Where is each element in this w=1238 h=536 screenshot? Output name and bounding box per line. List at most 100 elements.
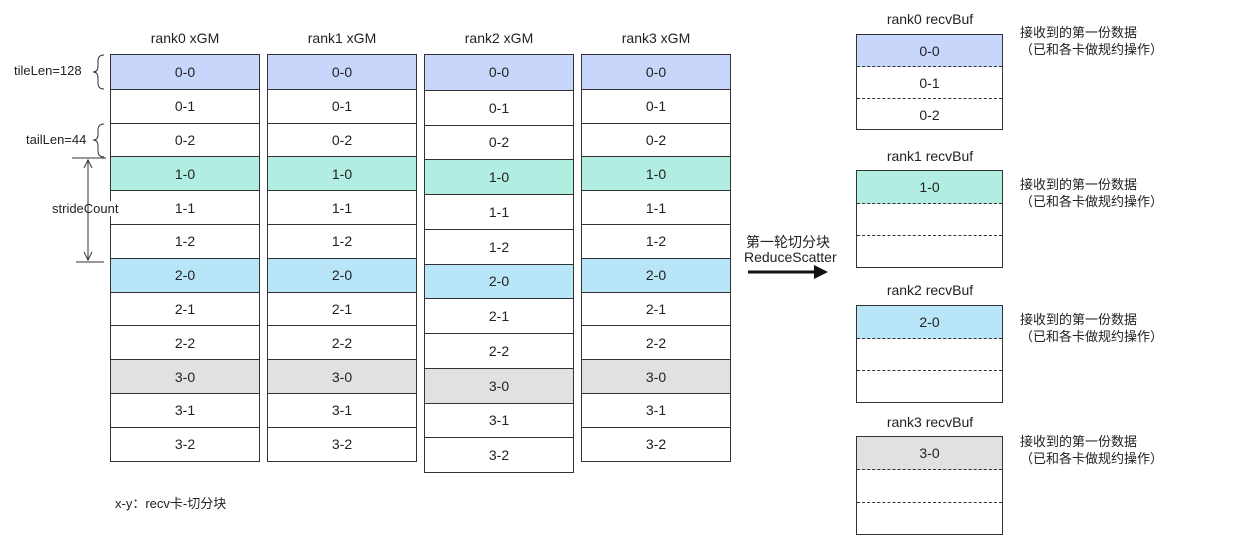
- block-cell: 3-1: [425, 402, 573, 438]
- recv-note: 接收到的第一份数据 （已和各卡做规约操作）: [1020, 433, 1163, 467]
- block-cell: 0-1: [268, 88, 416, 123]
- round-label: 第一轮切分块: [746, 234, 830, 250]
- block-cell: 3-0: [425, 367, 573, 403]
- legend-label: x-y：recv卡-切分块: [115, 496, 227, 511]
- block-cell: 0-0: [111, 55, 259, 89]
- tile-len-brace: [92, 54, 105, 90]
- block-cell: 2-1: [268, 291, 416, 326]
- recv-slot: 2-0: [857, 306, 1002, 339]
- note-line-1: 接收到的第一份数据: [1020, 434, 1138, 449]
- recv-buf-title: rank0 recvBuf: [886, 11, 974, 27]
- tail-len-brace: [92, 123, 105, 158]
- block-cell: 3-0: [268, 359, 416, 393]
- block-cell: 0-0: [268, 55, 416, 89]
- reduce-scatter-label: ReduceScatter: [744, 249, 837, 265]
- recv-slot: [857, 470, 1002, 503]
- rank0-xgm-column: 0-0 0-1 0-2 1-0 1-1 1-2 2-0 2-1 2-2 3-0 …: [110, 54, 260, 462]
- block-cell: 3-0: [111, 359, 259, 393]
- block-cell: 0-1: [425, 89, 573, 125]
- block-cell: 3-0: [582, 359, 730, 393]
- block-cell: 1-2: [268, 223, 416, 258]
- block-cell: 1-0: [582, 156, 730, 191]
- block-cell: 2-1: [111, 291, 259, 326]
- note-line-2: （已和各卡做规约操作）: [1020, 194, 1164, 209]
- column-title: rank0 xGM: [150, 30, 220, 46]
- block-cell: 0-0: [582, 55, 730, 89]
- recv-note: 接收到的第一份数据 （已和各卡做规约操作）: [1020, 24, 1163, 58]
- recv-buf-title: rank2 recvBuf: [886, 282, 974, 298]
- rank1-xgm-column: 0-0 0-1 0-2 1-0 1-1 1-2 2-0 2-1 2-2 3-0 …: [267, 54, 417, 462]
- block-cell: 3-2: [425, 437, 573, 472]
- dimension-lines: [72, 54, 106, 263]
- recv-slot: 1-0: [857, 171, 1002, 204]
- block-cell: 2-2: [268, 325, 416, 360]
- block-cell: 0-2: [425, 124, 573, 160]
- recv-note: 接收到的第一份数据 （已和各卡做规约操作）: [1020, 176, 1163, 210]
- block-cell: 2-2: [111, 325, 259, 360]
- block-cell: 1-1: [582, 190, 730, 224]
- rank2-xgm-column: 0-0 0-1 0-2 1-0 1-1 1-2 2-0 2-1 2-2 3-0 …: [424, 54, 574, 473]
- block-cell: 3-2: [111, 426, 259, 461]
- stride-arrow-up: [83, 158, 93, 169]
- recv-slot: 0-2: [919, 106, 940, 123]
- block-cell: 1-1: [268, 190, 416, 224]
- recv-slot: 0-1: [857, 67, 1002, 100]
- stride-count-label: strideCount: [50, 201, 121, 216]
- recv-note: 接收到的第一份数据 （已和各卡做规约操作）: [1020, 311, 1163, 345]
- block-cell: 0-0: [425, 55, 573, 90]
- block-cell: 2-0: [582, 257, 730, 292]
- block-cell: 3-2: [582, 426, 730, 461]
- block-cell: 3-1: [268, 392, 416, 427]
- rank2-recv-buf: 2-0: [856, 305, 1003, 403]
- recv-slot: 3-0: [857, 437, 1002, 470]
- block-cell: 1-2: [111, 223, 259, 258]
- note-line-2: （已和各卡做规约操作）: [1020, 329, 1164, 344]
- note-line-1: 接收到的第一份数据: [1020, 312, 1138, 327]
- block-cell: 3-1: [582, 392, 730, 427]
- recv-slot: [857, 371, 1002, 403]
- column-title: rank3 xGM: [621, 30, 691, 46]
- block-cell: 3-1: [111, 392, 259, 427]
- block-cell: 0-2: [268, 122, 416, 157]
- block-cell: 2-0: [268, 257, 416, 292]
- block-cell: 1-1: [425, 194, 573, 229]
- recv-slot: [857, 236, 1002, 268]
- stride-arrow-down: [83, 251, 93, 262]
- block-cell: 2-1: [582, 291, 730, 326]
- block-cell: 1-2: [582, 223, 730, 258]
- block-cell: 0-1: [111, 88, 259, 123]
- block-cell: 1-1: [111, 190, 259, 224]
- column-title: rank1 xGM: [307, 30, 377, 46]
- block-cell: 0-2: [582, 122, 730, 157]
- tile-len-label: tileLen=128: [14, 63, 82, 78]
- block-cell: 2-2: [425, 333, 573, 368]
- recv-slot: [857, 204, 1002, 237]
- note-line-1: 接收到的第一份数据: [1020, 25, 1138, 40]
- column-title: rank2 xGM: [464, 30, 534, 46]
- rank3-recv-buf: 3-0: [856, 436, 1003, 535]
- recv-slot: 0-0: [857, 35, 1002, 68]
- note-line-2: （已和各卡做规约操作）: [1020, 42, 1164, 57]
- reduce-scatter-arrow: [748, 265, 828, 279]
- block-cell: 1-2: [425, 228, 573, 264]
- recv-buf-title: rank3 recvBuf: [886, 414, 974, 430]
- block-cell: 0-1: [582, 88, 730, 123]
- recv-slot: [857, 503, 1002, 535]
- block-cell: 0-2: [111, 122, 259, 157]
- rank1-recv-buf: 1-0: [856, 170, 1003, 268]
- block-cell: 2-2: [582, 325, 730, 360]
- note-line-2: （已和各卡做规约操作）: [1020, 451, 1164, 466]
- block-cell: 3-2: [268, 426, 416, 461]
- block-cell: 1-0: [111, 156, 259, 191]
- block-cell: 2-1: [425, 298, 573, 333]
- note-line-1: 接收到的第一份数据: [1020, 177, 1138, 192]
- rank3-xgm-column: 0-0 0-1 0-2 1-0 1-1 1-2 2-0 2-1 2-2 3-0 …: [581, 54, 731, 462]
- rank0-recv-buf: 0-0 0-1 0-2: [856, 34, 1003, 130]
- block-cell: 2-0: [425, 263, 573, 299]
- recv-buf-title: rank1 recvBuf: [886, 148, 974, 164]
- block-cell: 1-0: [268, 156, 416, 191]
- tail-len-label: tailLen=44: [26, 132, 87, 147]
- block-cell: 1-0: [425, 159, 573, 194]
- block-cell: 2-0: [111, 257, 259, 292]
- recv-slot: [857, 339, 1002, 372]
